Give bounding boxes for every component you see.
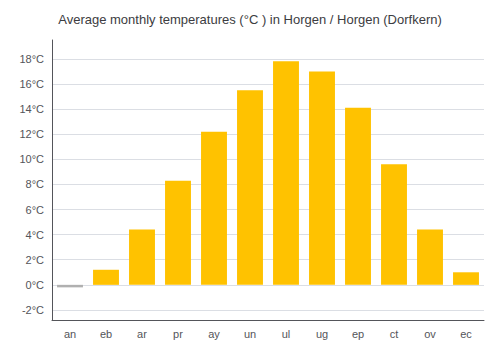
svg-text:2°C: 2°C — [26, 254, 45, 266]
svg-text:ct: ct — [390, 328, 399, 340]
svg-text:-2°C: -2°C — [22, 304, 44, 316]
svg-text:ec: ec — [460, 328, 472, 340]
svg-text:6°C: 6°C — [26, 204, 45, 216]
svg-text:12°C: 12°C — [19, 128, 44, 140]
svg-text:18°C: 18°C — [19, 53, 44, 65]
svg-text:10°C: 10°C — [19, 153, 44, 165]
svg-text:eb: eb — [100, 328, 112, 340]
svg-text:Average monthly temperatures (: Average monthly temperatures (°C ) in Ho… — [58, 12, 442, 27]
svg-text:an: an — [64, 328, 76, 340]
svg-text:8°C: 8°C — [26, 178, 45, 190]
svg-text:16°C: 16°C — [19, 78, 44, 90]
svg-text:ul: ul — [282, 328, 291, 340]
svg-text:ar: ar — [137, 328, 147, 340]
svg-text:14°C: 14°C — [19, 103, 44, 115]
svg-text:pr: pr — [173, 328, 183, 340]
svg-text:4°C: 4°C — [26, 229, 45, 241]
svg-text:0°C: 0°C — [26, 279, 45, 291]
svg-text:ay: ay — [208, 328, 220, 340]
svg-text:ep: ep — [352, 328, 364, 340]
svg-text:un: un — [244, 328, 256, 340]
svg-text:ov: ov — [424, 328, 436, 340]
svg-text:ug: ug — [316, 328, 328, 340]
